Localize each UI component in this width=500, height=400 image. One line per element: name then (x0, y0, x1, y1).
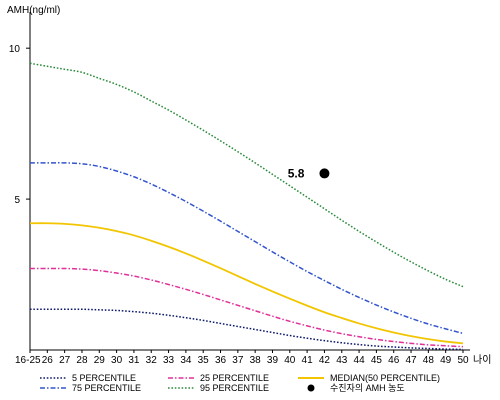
legend-label-6: 수진자의 AMH 농도 (330, 383, 405, 393)
series-line-1 (29, 308, 464, 351)
x-tick-label: 29 (94, 355, 106, 366)
x-tick-label: 32 (146, 355, 158, 366)
x-tick-label: 50 (457, 355, 469, 366)
x-tick-label: 30 (111, 355, 123, 366)
x-tick-label: 46 (388, 355, 400, 366)
legend-marker-swatch (307, 384, 315, 392)
x-tick-label: 44 (354, 355, 366, 366)
series-lines (29, 62, 464, 351)
series-line-3 (29, 222, 464, 345)
legend-label-5: 95 PERCENTILE (200, 383, 269, 393)
x-tick-label: 37 (232, 355, 244, 366)
y-axis-title: AMH(ng/ml) (7, 5, 60, 16)
x-tick-label: 42 (319, 355, 331, 366)
x-tick-label: 31 (128, 355, 140, 366)
series-line-2 (30, 267, 464, 348)
legend-label-4: 75 PERCENTILE (72, 383, 141, 393)
patient-amh-marker (319, 168, 330, 179)
x-tick-label: 34 (180, 355, 192, 366)
x-tick-label: 48 (423, 355, 435, 366)
y-tick-label: 10 (9, 44, 21, 55)
x-ticks: 16-25 26 27 28 29 30 31 32 33 34 35 36 37 38 39 40 41 42 4… (15, 350, 469, 366)
x-tick-label: 49 (440, 355, 452, 366)
x-tick-label: 38 (250, 355, 262, 366)
x-tick-label: 35 (198, 355, 210, 366)
y-ticks: 5 10 (9, 44, 30, 206)
x-tick-label: 40 (284, 355, 296, 366)
legend-label-3: MEDIAN(50 PERCENTILE) (330, 373, 440, 383)
legend-label-1: 5 PERCENTILE (72, 373, 136, 383)
x-tick-label: 36 (215, 355, 227, 366)
x-tick-label: 27 (59, 355, 71, 366)
x-tick-label: 16-25 (15, 355, 41, 366)
x-tick-label: 45 (371, 355, 383, 366)
patient-marker-group: 5.8 (288, 166, 330, 180)
x-axis-title: 나이 (473, 354, 491, 366)
legend: 5 PERCENTILE 25 PERCENTILE MEDIAN(50 PERCE… (40, 373, 440, 393)
patient-amh-value-label: 5.8 (288, 166, 305, 180)
x-tick-label: 43 (336, 355, 348, 366)
axes: AMH(ng/ml) 나이 (7, 5, 491, 366)
x-tick-label: 33 (163, 355, 175, 366)
x-tick-label: 47 (405, 355, 417, 366)
x-tick-label: 39 (267, 355, 279, 366)
legend-label-2: 25 PERCENTILE (200, 373, 269, 383)
series-line-4 (29, 162, 464, 335)
x-tick-label: 26 (42, 355, 54, 366)
y-tick-label: 5 (14, 195, 20, 206)
x-tick-label: 28 (76, 355, 88, 366)
series-line-5 (29, 62, 464, 288)
x-tick-label: 41 (302, 355, 314, 366)
